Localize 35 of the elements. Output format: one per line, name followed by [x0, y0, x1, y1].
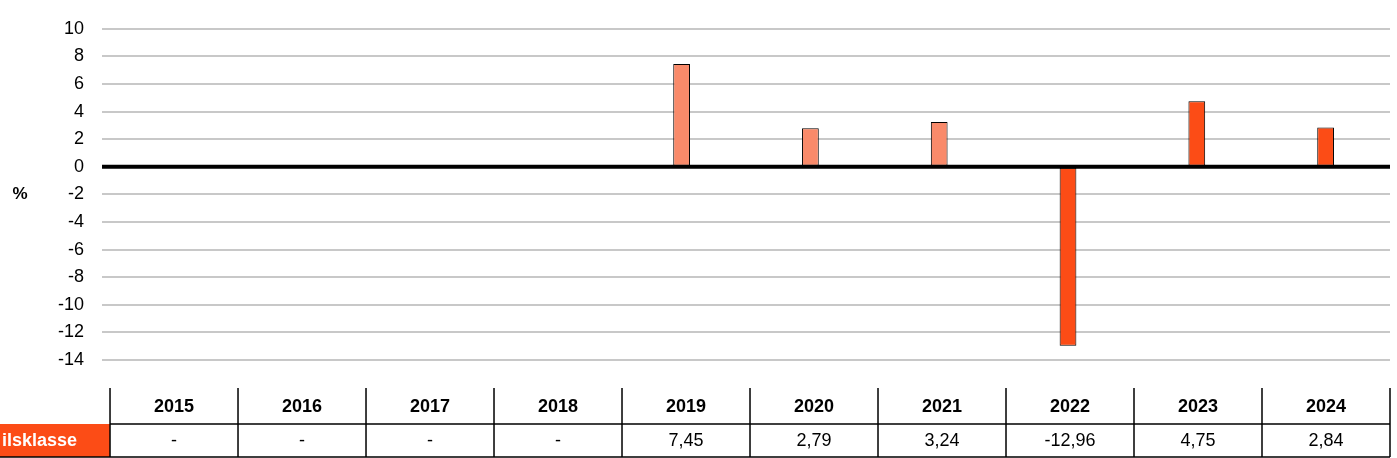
text: ilsklasse [2, 430, 78, 451]
data-label: 3,24 [924, 430, 960, 451]
y-axis-title: % [12, 184, 28, 204]
y-tick-label: 0 [74, 155, 85, 176]
y-tick-label: 8 [74, 45, 85, 66]
data-label: 7,45 [668, 430, 704, 451]
x-tick-label: 2016 [281, 395, 323, 416]
x-tick-label: 2021 [921, 395, 963, 416]
x-tick-label: 2015 [153, 395, 195, 416]
text: - [555, 430, 562, 451]
text: - [427, 430, 434, 451]
x-tick-label: 2023 [1177, 395, 1219, 416]
y-tick-label: -2 [68, 183, 85, 204]
y-tick-label: -8 [68, 266, 85, 287]
x-tick-label: 2017 [409, 395, 451, 416]
y-tick-label: -14 [58, 348, 85, 369]
x-tick-label: 2019 [665, 395, 707, 416]
x-tick-label: 2022 [1049, 395, 1091, 416]
data-label: 2,79 [796, 430, 832, 451]
x-tick-label: 2020 [793, 395, 835, 416]
y-tick-label: -10 [58, 293, 85, 314]
data-label: 2,84 [1308, 430, 1344, 451]
y-tick-label: 10 [63, 17, 85, 38]
data-label: -12,96 [1044, 430, 1096, 451]
y-tick-label: 6 [74, 72, 85, 93]
x-tick-label: 2018 [537, 395, 579, 416]
x-tick-label: 2024 [1305, 395, 1347, 416]
text: - [171, 430, 178, 451]
text: - [299, 430, 306, 451]
y-tick-label: -6 [68, 238, 85, 259]
y-tick-label: -12 [58, 321, 85, 342]
y-tick-label: 2 [74, 128, 85, 149]
y-tick-label: -4 [68, 210, 85, 231]
y-tick-label: 4 [74, 100, 85, 121]
data-label: 4,75 [1180, 430, 1216, 451]
